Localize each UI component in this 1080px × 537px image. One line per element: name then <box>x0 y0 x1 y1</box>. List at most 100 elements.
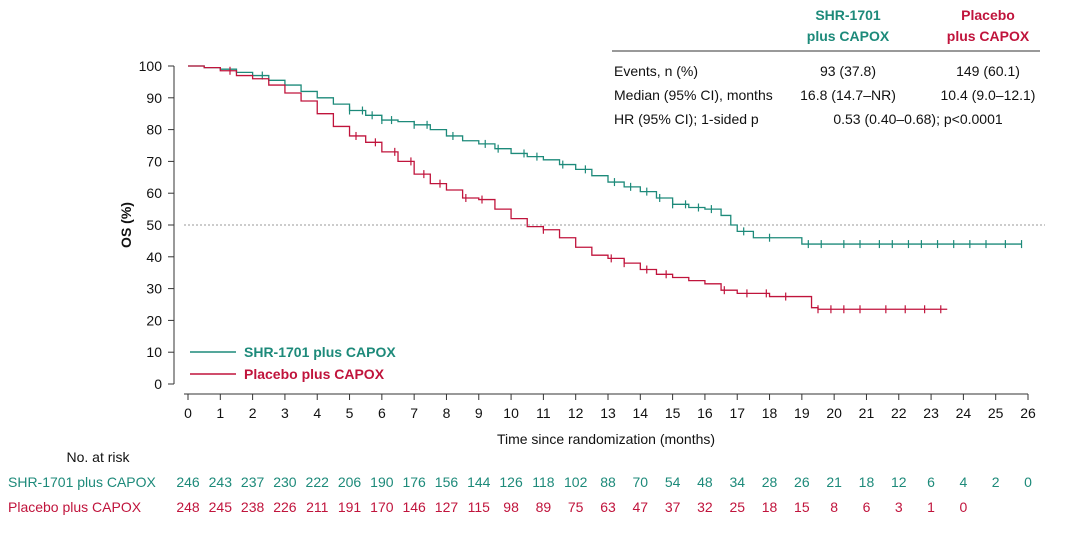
risk-value: 156 <box>435 474 459 490</box>
risk-value: 127 <box>435 499 459 515</box>
table-header-shr-line1: SHR-1701 <box>815 7 881 23</box>
y-ticks: 0 10 20 30 40 50 60 70 80 90 100 <box>139 58 174 392</box>
risk-values: 246 243 237 230 222 206 190 176 156 144 126 118 102 8… <box>176 474 1032 515</box>
x-tick-label: 9 <box>475 405 483 421</box>
x-tick-label: 15 <box>665 405 681 421</box>
y-tick-label: 30 <box>146 281 162 297</box>
x-tick-label: 17 <box>729 405 745 421</box>
y-tick-label: 90 <box>146 90 162 106</box>
legend-label-placebo: Placebo plus CAPOX <box>244 366 385 382</box>
risk-value: 115 <box>468 499 491 515</box>
risk-value: 63 <box>600 499 616 515</box>
risk-value: 6 <box>927 474 935 490</box>
risk-value: 126 <box>499 474 523 490</box>
x-tick-label: 19 <box>794 405 810 421</box>
y-tick-label: 40 <box>146 249 162 265</box>
risk-value: 8 <box>830 499 838 515</box>
y-tick-label: 70 <box>146 153 162 169</box>
x-tick-label: 6 <box>378 405 386 421</box>
x-tick-label: 3 <box>281 405 289 421</box>
table-row-events-label: Events, n (%) <box>614 63 698 79</box>
x-tick-label: 5 <box>346 405 354 421</box>
x-tick-label: 13 <box>600 405 616 421</box>
x-tick-label: 8 <box>443 405 451 421</box>
risk-value: 32 <box>697 499 713 515</box>
table-row-hr-value: 0.53 (0.40–0.68); p<0.0001 <box>833 111 1003 127</box>
risk-value: 70 <box>633 474 649 490</box>
risk-row-label-shr: SHR-1701 plus CAPOX <box>8 474 157 490</box>
x-tick-label: 2 <box>249 405 257 421</box>
risk-value: 190 <box>370 474 394 490</box>
x-tick-label: 10 <box>503 405 519 421</box>
x-tick-label: 14 <box>633 405 649 421</box>
risk-value: 12 <box>891 474 907 490</box>
risk-value: 75 <box>568 499 584 515</box>
risk-value: 37 <box>665 499 681 515</box>
x-axis-title: Time since randomization (months) <box>497 431 715 447</box>
risk-value: 118 <box>532 474 555 490</box>
table-row-hr-label: HR (95% CI); 1-sided p <box>614 111 759 127</box>
risk-value: 47 <box>633 499 649 515</box>
risk-value: 245 <box>209 499 233 515</box>
table-header-shr-line2: plus CAPOX <box>807 28 890 44</box>
x-tick-label: 11 <box>536 405 551 421</box>
risk-value: 18 <box>762 499 778 515</box>
table-row-events-placebo: 149 (60.1) <box>956 63 1020 79</box>
y-tick-label: 80 <box>146 122 162 138</box>
risk-value: 6 <box>863 499 871 515</box>
table-row-events-shr: 93 (37.8) <box>820 63 876 79</box>
legend-label-shr: SHR-1701 plus CAPOX <box>244 344 396 360</box>
risk-table-title: No. at risk <box>66 449 130 465</box>
risk-value: 89 <box>536 499 552 515</box>
risk-value: 0 <box>1024 474 1032 490</box>
table-header-placebo-line2: plus CAPOX <box>947 28 1030 44</box>
y-tick-label: 20 <box>146 312 162 328</box>
risk-value: 2 <box>992 474 1000 490</box>
x-tick-label: 12 <box>568 405 584 421</box>
risk-value: 3 <box>895 499 903 515</box>
risk-value: 54 <box>665 474 681 490</box>
risk-value: 230 <box>273 474 297 490</box>
risk-value: 18 <box>859 474 875 490</box>
legend: SHR-1701 plus CAPOX Placebo plus CAPOX <box>190 344 396 382</box>
x-tick-label: 26 <box>1020 405 1036 421</box>
risk-value: 211 <box>306 499 329 515</box>
risk-value: 144 <box>467 474 491 490</box>
summary-table: SHR-1701 plus CAPOX Placebo plus CAPOX E… <box>612 7 1040 127</box>
km-curve-shr <box>188 65 1022 245</box>
risk-value: 15 <box>794 499 810 515</box>
table-row-median-placebo: 10.4 (9.0–12.1) <box>941 87 1036 103</box>
risk-value: 146 <box>402 499 426 515</box>
x-tick-label: 18 <box>762 405 778 421</box>
y-tick-label: 50 <box>146 217 162 233</box>
y-tick-label: 60 <box>146 185 162 201</box>
km-curve-placebo <box>188 65 948 310</box>
risk-row-label-placebo: Placebo plus CAPOX <box>8 499 142 515</box>
risk-value: 88 <box>600 474 616 490</box>
x-tick-label: 22 <box>891 405 907 421</box>
x-ticks: 0 1 2 3 4 5 6 7 8 9 10 11 12 13 14 15 16 17 18 19 20 21 22 23 24… <box>184 394 1036 421</box>
x-tick-label: 1 <box>216 405 224 421</box>
risk-value: 238 <box>241 499 265 515</box>
y-axis-title: OS (%) <box>118 202 134 248</box>
risk-value: 176 <box>402 474 426 490</box>
risk-value: 222 <box>306 474 330 490</box>
y-tick-label: 0 <box>154 376 162 392</box>
risk-value: 246 <box>176 474 200 490</box>
x-tick-label: 4 <box>313 405 321 421</box>
x-tick-label: 21 <box>859 405 875 421</box>
risk-value: 191 <box>338 499 362 515</box>
x-tick-label: 0 <box>184 405 192 421</box>
risk-value: 4 <box>959 474 967 490</box>
x-tick-label: 20 <box>826 405 842 421</box>
risk-value: 243 <box>209 474 233 490</box>
risk-value: 170 <box>370 499 394 515</box>
survival-curves <box>188 65 1023 314</box>
risk-value: 0 <box>959 499 967 515</box>
risk-value: 98 <box>503 499 519 515</box>
y-tick-label: 10 <box>146 344 162 360</box>
risk-value: 25 <box>729 499 745 515</box>
x-tick-label: 16 <box>697 405 713 421</box>
